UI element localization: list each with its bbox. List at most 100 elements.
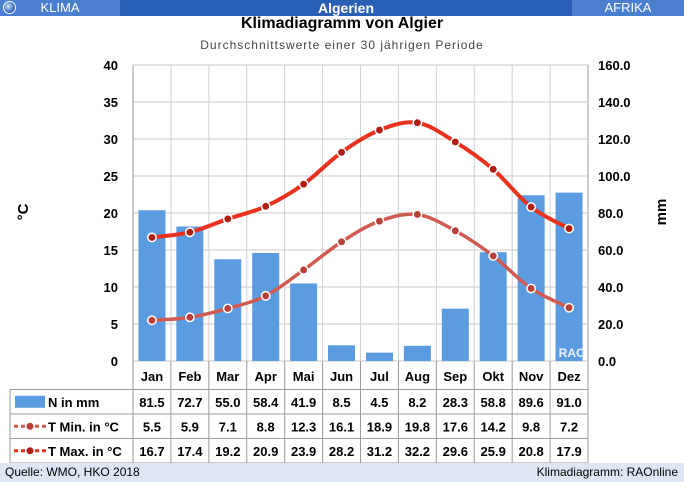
table-value: 89.6 xyxy=(518,395,543,410)
banner-klima-label: KLIMA xyxy=(40,0,80,15)
tmin-point xyxy=(260,290,271,301)
month-label: Jul xyxy=(370,369,389,384)
globe-icon xyxy=(3,1,16,14)
legend-label: T Min. in °C xyxy=(48,419,120,434)
table-value: 17.4 xyxy=(177,444,203,459)
table-value: 41.9 xyxy=(291,395,316,410)
month-label: Dez xyxy=(557,369,581,384)
table-value: 7.2 xyxy=(560,419,578,434)
climate-chart: 0 5 10 15 20 25 30 35 40 0.0 20.0 40.0 60.0 80.0 100.0… xyxy=(9,58,670,463)
y-left-tick-label: 0 xyxy=(111,354,118,369)
table-value: 9.8 xyxy=(522,419,540,434)
table-value: 5.5 xyxy=(143,419,161,434)
chart-title: Klimadiagramm von Algier xyxy=(240,15,444,32)
tmax-point xyxy=(374,125,385,136)
precip-bar xyxy=(403,345,431,361)
table-value: 19.2 xyxy=(215,444,240,459)
precip-bar xyxy=(290,283,318,361)
legend-label: T Max. in °C xyxy=(48,444,122,459)
tmax-point xyxy=(222,213,233,224)
source-note: Quelle: WMO, HKO 2018 xyxy=(5,465,140,479)
table-value: 31.2 xyxy=(367,444,392,459)
tmax-point xyxy=(564,223,574,234)
y-left-tick-label: 15 xyxy=(104,243,118,258)
precip-bar xyxy=(252,252,280,361)
table-value: 58.8 xyxy=(481,395,506,410)
y-right-axis-title: mm xyxy=(653,199,670,226)
table-value: 72.7 xyxy=(177,395,202,410)
chart-subtitle: Durchschnittswerte einer 30 jährigen Per… xyxy=(200,38,484,52)
table-value: 19.8 xyxy=(405,419,430,434)
y-left-axis-title: °C xyxy=(15,203,32,220)
banner-klima[interactable]: KLIMA xyxy=(0,0,120,16)
y-left-tick-label: 5 xyxy=(111,317,118,332)
table-value: 58.4 xyxy=(253,395,279,410)
month-label: Mai xyxy=(293,369,315,384)
tmax-point xyxy=(526,202,537,213)
month-label: Apr xyxy=(255,369,277,384)
month-label: Nov xyxy=(519,369,544,384)
table-value: 81.5 xyxy=(139,395,164,410)
credit-note: Klimadiagramm: RAOnline xyxy=(536,465,678,479)
table-value: 23.9 xyxy=(291,444,316,459)
tmax-point xyxy=(336,147,347,158)
tmin-point xyxy=(488,250,499,261)
y-right-tick-label: 160.0 xyxy=(598,58,631,73)
tmin-point xyxy=(412,209,423,220)
legend-marker-tmin xyxy=(25,421,35,431)
banner-country: Algerien xyxy=(120,0,572,16)
tmin-point xyxy=(222,303,233,314)
precip-bar xyxy=(328,345,356,361)
tmin-point xyxy=(184,312,195,323)
table-value: 28.2 xyxy=(329,444,354,459)
tmax-point xyxy=(298,179,309,190)
table-value: 7.1 xyxy=(219,419,237,434)
footer-bar: Quelle: WMO, HKO 2018 Klimadiagramm: RAO… xyxy=(0,463,684,482)
tmin-point xyxy=(374,216,385,227)
month-label: Sep xyxy=(443,369,467,384)
tmax-point xyxy=(260,201,271,212)
top-banner: KLIMA Algerien AFRIKA xyxy=(0,0,684,16)
banner-continent[interactable]: AFRIKA xyxy=(572,0,684,16)
tmax-point xyxy=(184,227,195,238)
legend-key-precip xyxy=(15,395,45,408)
precip-bar xyxy=(365,352,393,361)
rao-watermark: RAO xyxy=(559,346,586,360)
table-value: 29.6 xyxy=(443,444,468,459)
month-label: Aug xyxy=(405,369,430,384)
table-value: 14.2 xyxy=(481,419,506,434)
table-value: 91.0 xyxy=(556,395,581,410)
month-label: Okt xyxy=(482,369,504,384)
y-right-tick-label: 40.0 xyxy=(598,280,623,295)
tmax-point xyxy=(488,164,499,175)
y-right-tick-label: 60.0 xyxy=(598,243,623,258)
table-value: 55.0 xyxy=(215,395,240,410)
table-value: 25.9 xyxy=(481,444,506,459)
precip-bar xyxy=(176,226,204,361)
tmin-point xyxy=(564,302,574,313)
table-value: 17.6 xyxy=(443,419,468,434)
y-left-tick-label: 20 xyxy=(104,206,118,221)
table-value: 8.2 xyxy=(408,395,426,410)
month-label: Mar xyxy=(216,369,239,384)
tmin-point xyxy=(450,225,461,236)
tmin-point xyxy=(336,236,347,247)
y-left-tick-label: 25 xyxy=(104,169,118,184)
month-label: Feb xyxy=(178,369,201,384)
table-value: 20.8 xyxy=(518,444,543,459)
y-right-tick-label: 120.0 xyxy=(598,132,631,147)
y-right-tick-label: 100.0 xyxy=(598,169,631,184)
table-value: 17.9 xyxy=(556,444,581,459)
precip-bar xyxy=(479,252,507,361)
precip-bar xyxy=(441,308,469,361)
y-right-tick-label: 0.0 xyxy=(598,354,616,369)
y-left-tick-label: 40 xyxy=(104,58,118,73)
month-label: Jun xyxy=(330,369,353,384)
tmin-point xyxy=(526,283,537,294)
y-right-tick-label: 140.0 xyxy=(598,95,631,110)
y-right-tick-label: 80.0 xyxy=(598,206,623,221)
table-value: 16.7 xyxy=(139,444,164,459)
tmin-point xyxy=(298,265,309,275)
y-left-tick-label: 35 xyxy=(104,95,118,110)
table-value: 20.9 xyxy=(253,444,278,459)
